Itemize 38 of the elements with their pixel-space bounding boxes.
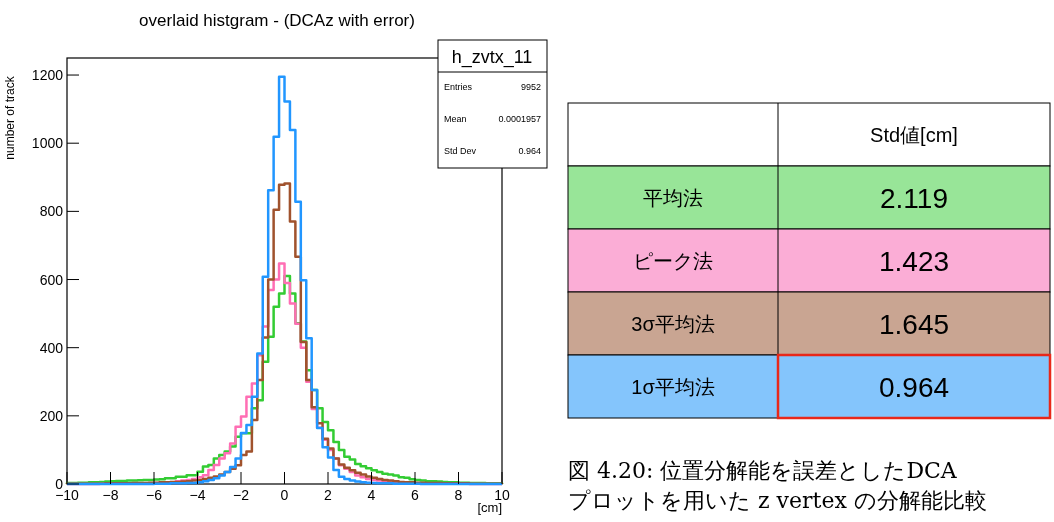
text: 1.423 — [878, 245, 950, 277]
text: ピーク法 — [633, 249, 713, 272]
text: プロットを用いた z vertex の分解能比較 — [568, 488, 987, 513]
y-tick-label: 600 — [39, 271, 64, 288]
x-tick-label: −8 — [102, 487, 119, 503]
text: Std値[cm] — [870, 123, 958, 146]
y-tick-label: 0 — [55, 476, 64, 492]
y-axis-title: number of track — [3, 75, 17, 160]
y-tick-label: 1200 — [31, 67, 64, 84]
x-tick-label: 6 — [411, 487, 420, 503]
x-tick-label: 4 — [367, 487, 376, 503]
y-tick-label: 1000 — [31, 135, 64, 152]
text: 0.964 — [878, 371, 950, 403]
x-tick-label: −2 — [233, 487, 250, 503]
annotation: Mean — [444, 114, 467, 124]
x-tick-label: 2 — [324, 487, 333, 503]
annotation: 0.0001957 — [498, 114, 541, 124]
x-axis-title: [cm] — [477, 500, 502, 515]
x-tick-label: −4 — [189, 487, 206, 503]
text: 0.964 — [518, 146, 541, 156]
annotation: h_zvtx_11 — [451, 47, 533, 68]
caption: 図 4.20: 位置分解能を誤差としたDCA — [568, 458, 958, 483]
chart-title: overlaid histgram - (DCAz with error) — [139, 11, 415, 30]
y-tick-label: 800 — [39, 203, 64, 220]
x-tick-label: 8 — [454, 487, 463, 503]
text: 1.645 — [878, 308, 950, 340]
annotation: Entries — [444, 82, 473, 92]
text: 2.119 — [880, 182, 948, 214]
y-tick-label: 200 — [39, 407, 64, 424]
text: 9952 — [520, 82, 541, 92]
x-tick-label: −6 — [146, 487, 163, 503]
y-tick-label: 400 — [39, 339, 64, 356]
text: 1σ平均法 — [631, 375, 715, 398]
text: 3σ平均法 — [631, 312, 715, 335]
x-tick-label: 0 — [280, 487, 289, 503]
text: 平均法 — [643, 186, 703, 209]
annotation: Std Dev — [444, 146, 477, 156]
x-tick-label: 10 — [494, 487, 510, 503]
